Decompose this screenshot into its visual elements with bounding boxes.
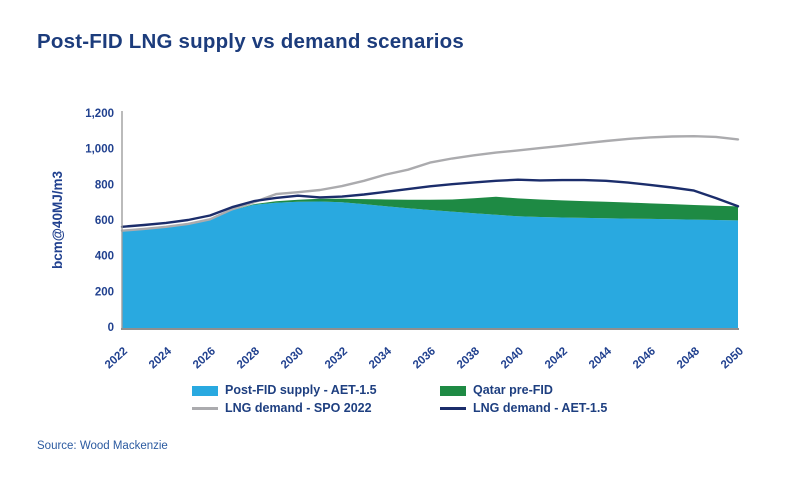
- x-tick-label: 2036: [411, 345, 438, 371]
- legend: Post-FID supply - AET-1.5 Qatar pre-FID …: [192, 383, 607, 416]
- spo-line: [120, 134, 740, 232]
- legend-item-lng-demand-spo: LNG demand - SPO 2022: [192, 401, 440, 416]
- x-tick-label: 2042: [543, 345, 570, 371]
- x-tick-label: 2024: [147, 345, 174, 371]
- legend-item-post-fid-supply: Post-FID supply - AET-1.5: [192, 383, 440, 398]
- legend-item-lng-demand-aet: LNG demand - AET-1.5: [440, 401, 607, 416]
- y-axis-title: bcm@40MJ/m3: [50, 171, 65, 269]
- x-tick-label: 2022: [103, 345, 130, 371]
- x-tick-label: 2050: [719, 345, 746, 371]
- y-tick-label: 1,200: [85, 108, 114, 120]
- page-title: Post-FID LNG supply vs demand scenarios: [37, 30, 465, 53]
- y-tick-label: 800: [95, 179, 114, 191]
- supply-area-swatch-icon: [192, 385, 218, 396]
- legend-label: Qatar pre-FID: [473, 383, 553, 397]
- legend-item-qatar-pre-fid: Qatar pre-FID: [440, 383, 607, 398]
- spo-line-swatch-icon: [192, 407, 218, 410]
- legend-label: LNG demand - AET-1.5: [473, 401, 608, 415]
- qatar-area-swatch-icon: [440, 385, 466, 396]
- aet-line: [120, 178, 740, 229]
- y-tick-label: 200: [95, 286, 114, 298]
- y-tick-label: 600: [95, 215, 114, 227]
- x-tick-label: 2040: [499, 345, 526, 371]
- x-tick-label: 2028: [235, 345, 262, 371]
- y-tick-label: 400: [95, 251, 114, 263]
- y-tick-label: 1,000: [85, 144, 114, 156]
- x-tick-label: 2048: [675, 345, 702, 371]
- y-tick-label: 0: [108, 322, 114, 334]
- x-tick-label: 2034: [367, 345, 394, 371]
- x-tick-label: 2032: [323, 345, 350, 371]
- x-tick-label: 2044: [587, 345, 614, 371]
- supply-area: [122, 201, 738, 328]
- legend-label: Post-FID supply - AET-1.5: [225, 383, 377, 397]
- source-note: Source: Wood Mackenzie: [37, 440, 168, 452]
- x-tick-label: 2038: [455, 345, 482, 371]
- legend-label: LNG demand - SPO 2022: [225, 401, 372, 415]
- x-tick-label: 2026: [191, 345, 218, 371]
- x-tick-label: 2030: [279, 345, 306, 371]
- x-tick-label: 2046: [631, 345, 658, 371]
- aet-line-swatch-icon: [440, 407, 466, 410]
- qatar-area: [122, 196, 738, 230]
